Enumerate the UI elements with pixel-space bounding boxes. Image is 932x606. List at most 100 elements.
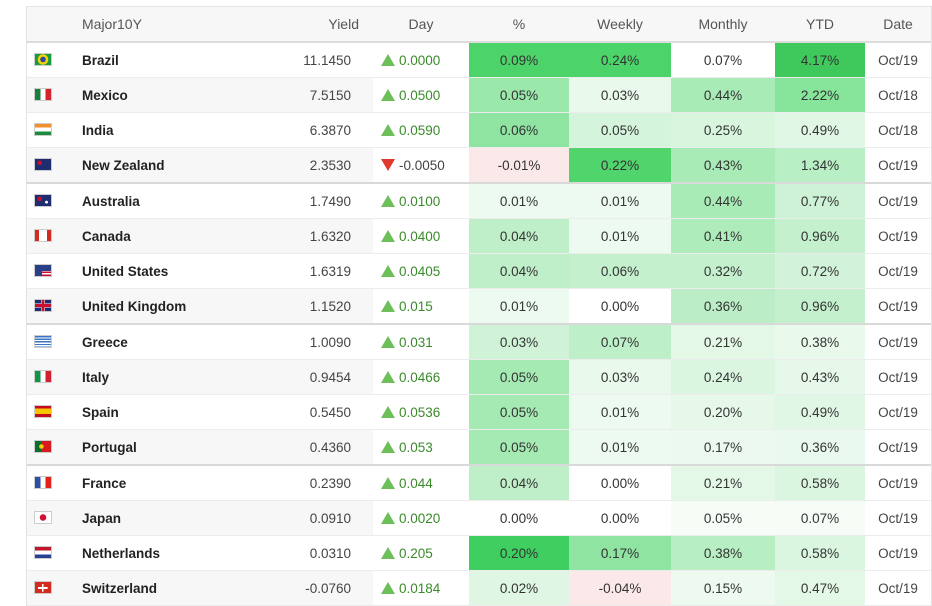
date-value: Oct/19 xyxy=(865,183,931,219)
table-row[interactable]: Australia 1.7490 0.0100 0.01% 0.01% 0.44% 0.77… xyxy=(27,183,931,219)
table-row[interactable]: New Zealand 2.3530 -0.0050 -0.01% 0.22% 0.43%… xyxy=(27,147,931,184)
country-name[interactable]: Portugal xyxy=(82,429,242,466)
country-name[interactable]: New Zealand xyxy=(82,147,242,184)
country-name[interactable]: Greece xyxy=(82,324,242,360)
yield-value: 1.6320 xyxy=(242,218,373,254)
mexico-flag-icon xyxy=(34,88,52,101)
pct-change: 0.04% xyxy=(469,218,569,254)
day-change-value: 0.0590 xyxy=(399,122,441,138)
country-name[interactable]: France xyxy=(82,465,242,501)
ytd-change: 0.49% xyxy=(775,112,865,148)
weekly-change: 0.06% xyxy=(569,253,671,289)
country-name[interactable]: United States xyxy=(82,253,242,289)
pct-change: 0.00% xyxy=(469,500,569,536)
header-ytd[interactable]: YTD xyxy=(775,6,865,43)
day-change-value: 0.0020 xyxy=(399,510,441,526)
header-monthly[interactable]: Monthly xyxy=(671,6,775,43)
day-change-value: 0.0000 xyxy=(399,52,441,68)
table-row[interactable]: United States 1.6319 0.0405 0.04% 0.06% 0.32%… xyxy=(27,253,931,289)
header-date[interactable]: Date xyxy=(865,6,931,43)
monthly-change: 0.25% xyxy=(671,112,775,148)
day-change: 0.0184 xyxy=(373,570,469,606)
country-name[interactable]: Spain xyxy=(82,394,242,430)
header-yield[interactable]: Yield xyxy=(242,6,373,43)
table-row[interactable]: Mexico 7.5150 0.0500 0.05% 0.03% 0.44% 2.22% Oc… xyxy=(27,77,931,113)
triangle-up-icon xyxy=(381,546,395,559)
france-flag-icon xyxy=(34,476,52,489)
pct-change: -0.01% xyxy=(469,147,569,184)
country-name[interactable]: Canada xyxy=(82,218,242,254)
ytd-change: 0.72% xyxy=(775,253,865,289)
pct-change: 0.05% xyxy=(469,77,569,113)
flag-cell xyxy=(27,218,82,254)
table-row[interactable]: Japan 0.0910 0.0020 0.00% 0.00% 0.05% 0.07% Oct… xyxy=(27,500,931,536)
flag-cell xyxy=(27,570,82,606)
date-value: Oct/18 xyxy=(865,77,931,113)
netherlands-flag-icon xyxy=(34,546,52,559)
switzerland-flag-icon xyxy=(34,581,52,594)
ytd-change: 0.47% xyxy=(775,570,865,606)
table-row[interactable]: Netherlands 0.0310 0.205 0.20% 0.17% 0.38% 0.5… xyxy=(27,535,931,571)
table-row[interactable]: Brazil 11.1450 0.0000 0.09% 0.24% 0.07% 4.17% O… xyxy=(27,42,931,78)
weekly-change: 0.03% xyxy=(569,77,671,113)
country-name[interactable]: Australia xyxy=(82,183,242,219)
flag-cell xyxy=(27,429,82,466)
table-row[interactable]: Switzerland -0.0760 0.0184 0.02% -0.04% 0.15%… xyxy=(27,570,931,606)
country-name[interactable]: Mexico xyxy=(82,77,242,113)
pct-change: 0.05% xyxy=(469,359,569,395)
day-change-value: 0.0466 xyxy=(399,369,441,385)
pct-change: 0.03% xyxy=(469,324,569,360)
country-name[interactable]: United Kingdom xyxy=(82,288,242,325)
country-name[interactable]: Brazil xyxy=(82,42,242,78)
monthly-change: 0.24% xyxy=(671,359,775,395)
weekly-change: 0.05% xyxy=(569,112,671,148)
header-name[interactable]: Major10Y xyxy=(82,6,242,43)
yield-value: 0.0310 xyxy=(242,535,373,571)
day-change-value: -0.0050 xyxy=(399,157,445,173)
date-value: Oct/19 xyxy=(865,324,931,360)
ytd-change: 0.49% xyxy=(775,394,865,430)
header-pct[interactable]: % xyxy=(469,6,569,43)
table-row[interactable]: Canada 1.6320 0.0400 0.04% 0.01% 0.41% 0.96% Oc… xyxy=(27,218,931,254)
day-change-value: 0.044 xyxy=(399,475,433,491)
yield-value: 6.3870 xyxy=(242,112,373,148)
table-row[interactable]: Portugal 0.4360 0.053 0.05% 0.01% 0.17% 0.36% O… xyxy=(27,429,931,466)
country-name[interactable]: Japan xyxy=(82,500,242,536)
country-name[interactable]: Switzerland xyxy=(82,570,242,606)
ytd-change: 0.07% xyxy=(775,500,865,536)
table-row[interactable]: United Kingdom 1.1520 0.015 0.01% 0.00% 0.36%… xyxy=(27,288,931,325)
italy-flag-icon xyxy=(34,370,52,383)
brazil-flag-icon xyxy=(34,53,52,66)
monthly-change: 0.43% xyxy=(671,147,775,184)
table-row[interactable]: France 0.2390 0.044 0.04% 0.00% 0.21% 0.58% Oct… xyxy=(27,465,931,501)
weekly-change: 0.17% xyxy=(569,535,671,571)
triangle-up-icon xyxy=(381,194,395,207)
header-day[interactable]: Day xyxy=(373,6,469,43)
monthly-change: 0.38% xyxy=(671,535,775,571)
day-change-value: 0.0536 xyxy=(399,404,441,420)
canada-flag-icon xyxy=(34,229,52,242)
triangle-up-icon xyxy=(381,299,395,312)
country-name[interactable]: India xyxy=(82,112,242,148)
bond-yields-table: Major10Y Yield Day % Weekly Monthly YTD … xyxy=(27,6,931,606)
table-row[interactable]: Spain 0.5450 0.0536 0.05% 0.01% 0.20% 0.49% Oct… xyxy=(27,394,931,430)
country-name[interactable]: Netherlands xyxy=(82,535,242,571)
table-row[interactable]: Italy 0.9454 0.0466 0.05% 0.03% 0.24% 0.43% Oct… xyxy=(27,359,931,395)
flag-cell xyxy=(27,112,82,148)
day-change-value: 0.0405 xyxy=(399,263,441,279)
yield-value: 1.6319 xyxy=(242,253,373,289)
flag-cell xyxy=(27,147,82,184)
monthly-change: 0.44% xyxy=(671,183,775,219)
yield-value: 7.5150 xyxy=(242,77,373,113)
flag-cell xyxy=(27,465,82,501)
japan-flag-icon xyxy=(34,511,52,524)
monthly-change: 0.41% xyxy=(671,218,775,254)
weekly-change: 0.01% xyxy=(569,394,671,430)
country-name[interactable]: Italy xyxy=(82,359,242,395)
table-row[interactable]: Greece 1.0090 0.031 0.03% 0.07% 0.21% 0.38% Oct… xyxy=(27,324,931,360)
table-row[interactable]: India 6.3870 0.0590 0.06% 0.05% 0.25% 0.49% Oct… xyxy=(27,112,931,148)
day-change: 0.031 xyxy=(373,324,469,360)
flag-cell xyxy=(27,324,82,360)
ytd-change: 0.36% xyxy=(775,429,865,466)
header-weekly[interactable]: Weekly xyxy=(569,6,671,43)
